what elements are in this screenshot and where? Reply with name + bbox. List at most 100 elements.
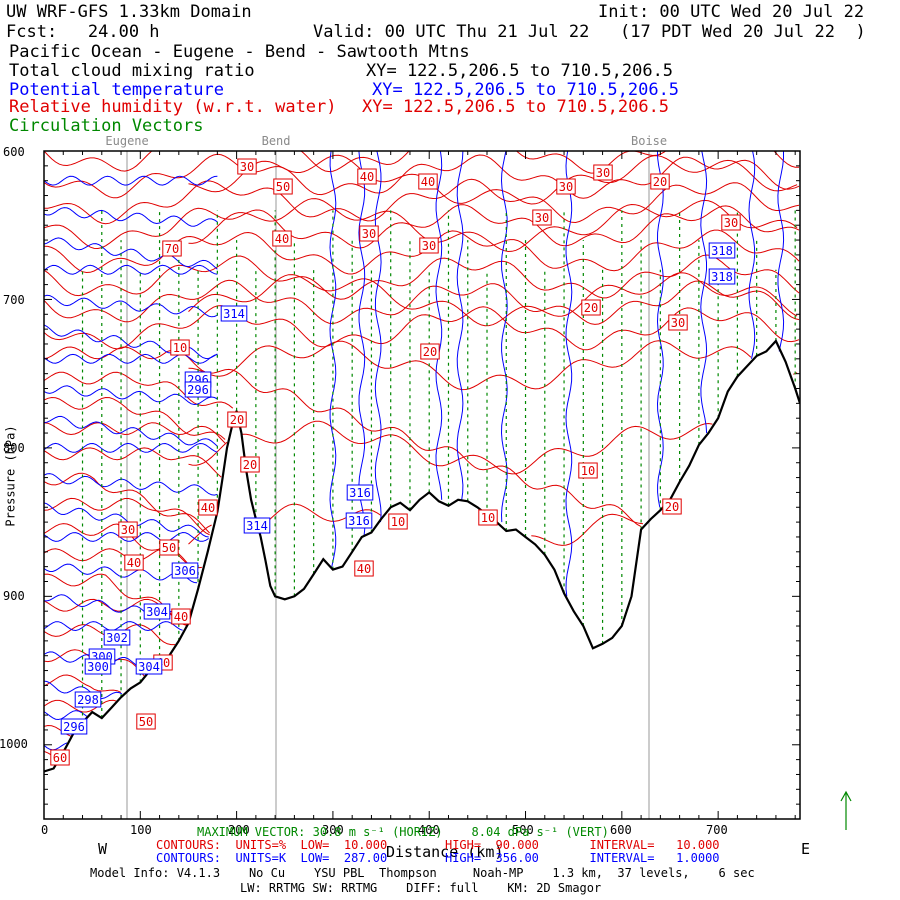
theta-contour-line — [44, 621, 183, 632]
theta-contour-line — [565, 151, 573, 597]
rh-contour-label-box — [237, 158, 257, 175]
header-valid-time: Valid: 00 UTC Thu 21 Jul 22 (17 PDT Wed … — [313, 22, 866, 42]
rh-contour-label: 40 — [275, 232, 289, 246]
rh-contour-line — [44, 396, 226, 440]
x-axis-east-label: E — [801, 840, 811, 858]
rh-contour-label: 30 — [121, 523, 135, 537]
theta-contour-line — [656, 151, 664, 508]
x-axis-west-label: W — [98, 840, 108, 858]
theta-contour-line — [358, 151, 366, 538]
theta-contour-label-box — [143, 603, 171, 620]
x-tick-label: 200 — [228, 823, 250, 837]
rh-contour-label: 30 — [596, 166, 610, 180]
y-tick-label: 600 — [3, 145, 25, 159]
rh-contour-line — [44, 447, 222, 478]
theta-contour-label: 298 — [77, 693, 99, 707]
rh-contour-line — [188, 154, 798, 205]
rh-contour-label: 40 — [174, 610, 188, 624]
rh-contour-label: 70 — [165, 242, 179, 256]
rh-contour-line — [44, 178, 800, 225]
theta-contour-label: 304 — [146, 605, 168, 619]
rh-contour-label: 20 — [230, 413, 244, 427]
theta-contour-line — [700, 151, 708, 434]
field-relative-humidity: Relative humidity (w.r.t. water) — [9, 97, 337, 117]
rh-contour-label-box — [240, 456, 260, 473]
theta-contour-line — [44, 385, 218, 406]
theta-contour-line — [44, 742, 68, 751]
theta-contour-label-box — [708, 268, 736, 285]
rh-contour-line — [44, 497, 210, 536]
rh-contour-label: 10 — [173, 341, 187, 355]
theta-contour-line — [44, 264, 218, 275]
rh-contour-label-box — [420, 343, 440, 360]
rh-contour-label: 20 — [243, 458, 257, 472]
rh-contour-label-box — [478, 509, 498, 526]
rh-contour-label: 50 — [276, 180, 290, 194]
theta-contour-label: 304 — [138, 660, 160, 674]
rh-contour-label: 30 — [422, 239, 436, 253]
y-tick-label: 900 — [3, 589, 25, 603]
x-tick-label: 100 — [130, 823, 152, 837]
theta-contour-line — [374, 151, 382, 523]
rh-contour-line — [44, 346, 642, 528]
theta-contour-label: 318 — [711, 244, 733, 258]
header-forecast-hour: Fcst: 24.00 h — [6, 22, 160, 42]
rh-contour-label-box — [171, 608, 191, 625]
y-tick-label: 1000 — [0, 737, 28, 751]
rh-contour-line — [261, 503, 382, 527]
rh-contour-label: 60 — [53, 751, 67, 765]
rh-contour-label: 40 — [127, 556, 141, 570]
location-label-eugene: Eugene — [105, 134, 149, 148]
terrain-line — [44, 339, 800, 773]
rh-contour-label-box — [662, 498, 682, 515]
rh-contour-label-box — [50, 749, 70, 766]
rh-contour-line — [188, 441, 228, 466]
field-cloud-mixing-ratio-xy: XY= 122.5,206.5 to 710.5,206.5 — [366, 61, 674, 81]
theta-contour-line — [44, 531, 209, 542]
rh-contour-line — [44, 279, 800, 325]
x-tick-label: 600 — [610, 823, 632, 837]
y-tick-label: 700 — [3, 293, 25, 307]
theta-contour-label-box — [84, 658, 112, 675]
x-tick-label: 0 — [41, 823, 49, 837]
theta-contour-label: 316 — [348, 514, 370, 528]
theta-contour-label-box — [345, 512, 373, 529]
rh-contour-line — [44, 204, 800, 250]
rh-contour-label-box — [198, 499, 218, 516]
rh-contour-label-box — [532, 209, 552, 226]
theta-contour-label: 296 — [187, 383, 209, 397]
theta-contour-line — [748, 151, 756, 359]
theta-contour-line — [44, 237, 218, 270]
theta-contour-label-box — [220, 305, 248, 322]
rh-contour-label: 20 — [665, 500, 679, 514]
theta-contour-label-box — [243, 517, 271, 534]
rh-contour-label: 40 — [201, 501, 215, 515]
rh-contour-label-box — [388, 513, 408, 530]
rh-contour-label-box — [721, 214, 741, 231]
rh-contour-label: 40 — [360, 170, 374, 184]
rh-contour-label-box — [418, 173, 438, 190]
location-label-bend: Bend — [261, 134, 291, 148]
rh-contour-line — [44, 371, 234, 409]
theta-contour-line — [44, 473, 218, 496]
x-tick-label: 700 — [706, 823, 728, 837]
location-label-boise: Boise — [631, 134, 668, 148]
theta-contour-label: 316 — [349, 486, 371, 500]
y-axis-label: Pressure (hPa) — [3, 425, 18, 527]
theta-contour-label: 306 — [174, 564, 196, 578]
x-tick-label: 500 — [512, 823, 534, 837]
rh-contour-label-box — [273, 178, 293, 195]
rh-contour-label: 10 — [391, 515, 405, 529]
theta-contour-line — [44, 442, 218, 453]
rh-contour-label: 10 — [481, 511, 495, 525]
theta-contour-label-box — [184, 381, 212, 398]
rh-contour-line — [188, 340, 752, 391]
rh-contour-line — [188, 272, 798, 327]
theta-contour-line — [329, 151, 337, 567]
theta-contour-line — [44, 415, 218, 447]
rh-contour-label: 20 — [584, 301, 598, 315]
rh-contour-line — [44, 699, 118, 713]
rh-contour-label-box — [170, 339, 190, 356]
field-potential-temperature-xy: XY= 122.5,206.5 to 710.5,206.5 — [372, 80, 680, 100]
